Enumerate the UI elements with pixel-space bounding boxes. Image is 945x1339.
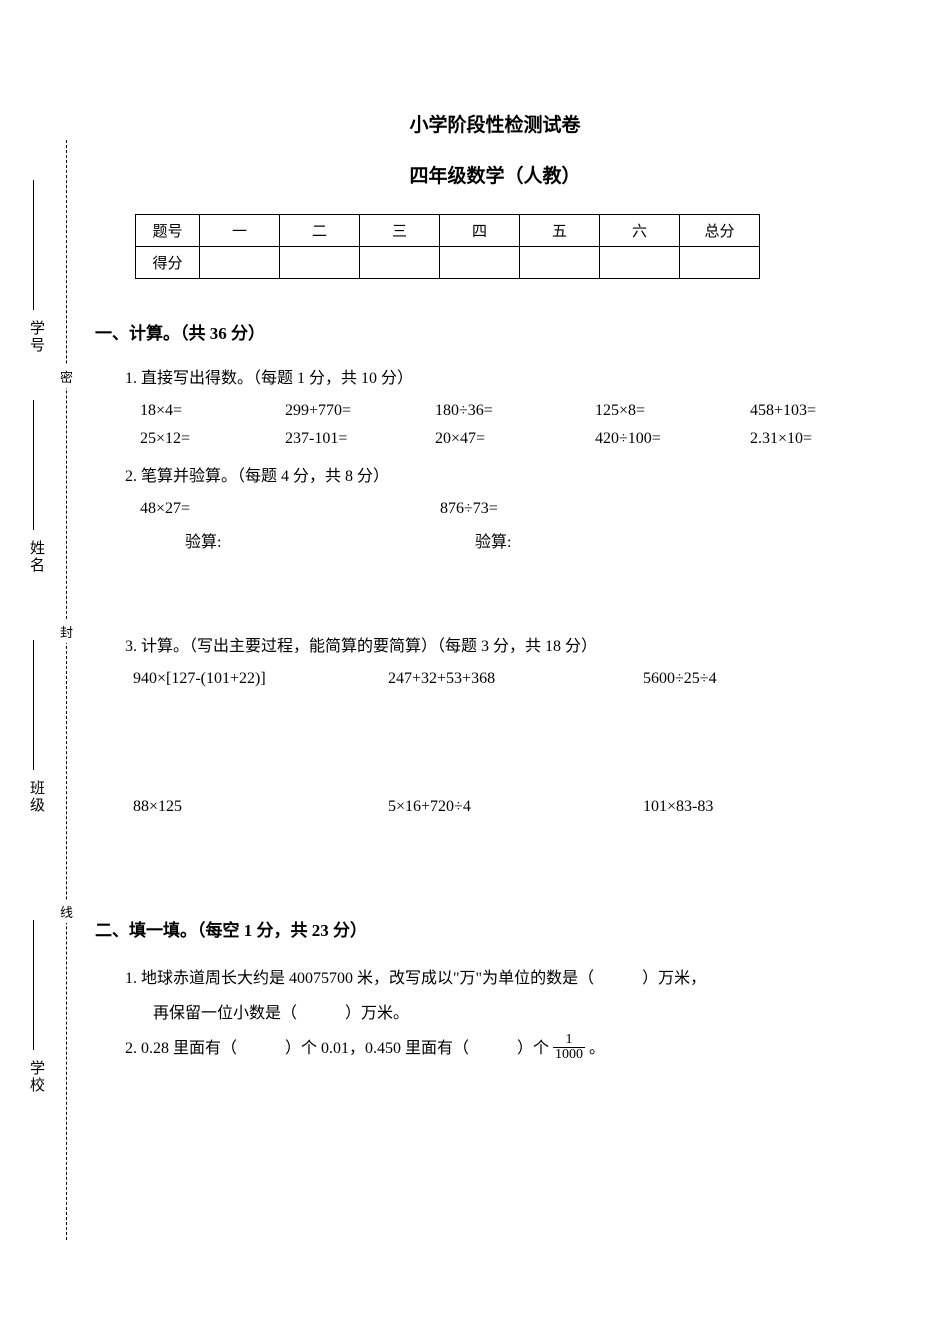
table-cell: 二: [280, 215, 360, 247]
table-cell-blank: [200, 247, 280, 279]
expr: 247+32+53+368: [388, 670, 643, 688]
expr: 88×125: [133, 798, 388, 816]
binding-line-4: [33, 920, 34, 1050]
verify-label: 验算:: [475, 528, 511, 552]
frac-num: 1: [553, 1033, 585, 1048]
table-cell: 题号: [136, 215, 200, 247]
binding-line-2: [33, 400, 34, 530]
fraction: 11000: [553, 1033, 585, 1062]
q2-verify: 验算: 验算:: [185, 528, 875, 552]
table-cell-blank: [440, 247, 520, 279]
expr: 299+770=: [285, 402, 435, 420]
table-cell-blank: [520, 247, 600, 279]
expr: 420÷100=: [595, 430, 750, 448]
table-row: 题号 一 二 三 四 五 六 总分: [136, 215, 760, 247]
q3-row2: 88×125 5×16+720÷4 101×83-83: [133, 798, 875, 816]
verify-label: 验算:: [185, 528, 475, 552]
q3-label: 3. 计算。（写出主要过程，能简算的要简算）（每题 3 分，共 18 分）: [125, 632, 875, 656]
q1-row2: 25×12= 237-101= 20×47= 420÷100= 2.31×10=: [140, 430, 875, 448]
page-subtitle: 四年级数学（人教）: [115, 161, 875, 188]
s2-q1a: 1. 地球赤道周长大约是 40075700 米，改写成以"万"为单位的数是（ ）…: [125, 961, 875, 996]
seal-char-xian: 线: [60, 900, 73, 923]
expr: 125×8=: [595, 402, 750, 420]
binding-label-name: 姓名: [26, 540, 47, 574]
seal-char-feng: 封: [60, 620, 73, 643]
expr: 458+103=: [750, 402, 816, 420]
s2-q2a: 2. 0.28 里面有（ ）个 0.01，0.450 里面有（ ）个: [125, 1040, 553, 1057]
page-content: 小学阶段性检测试卷 四年级数学（人教） 题号 一 二 三 四 五 六 总分 得分…: [115, 110, 875, 1067]
section2-heading: 二、填一填。（每空 1 分，共 23 分）: [95, 916, 875, 941]
s2-q1b: 再保留一位小数是（ ）万米。: [153, 996, 875, 1031]
table-cell: 六: [600, 215, 680, 247]
expr: 101×83-83: [643, 798, 713, 816]
binding-label-student-id: 学号: [26, 320, 47, 354]
table-cell-blank: [680, 247, 760, 279]
table-cell-blank: [360, 247, 440, 279]
table-cell-blank: [600, 247, 680, 279]
expr: 25×12=: [140, 430, 285, 448]
q2-label: 2. 笔算并验算。（每题 4 分，共 8 分）: [125, 462, 875, 486]
table-cell: 得分: [136, 247, 200, 279]
expr: 20×47=: [435, 430, 595, 448]
table-cell-blank: [280, 247, 360, 279]
table-cell: 四: [440, 215, 520, 247]
frac-den: 1000: [553, 1048, 585, 1062]
table-cell: 一: [200, 215, 280, 247]
binding-line-1: [33, 180, 34, 310]
expr: 2.31×10=: [750, 430, 812, 448]
seal-char-mi: 密: [60, 365, 73, 388]
binding-dashed-line: [66, 140, 67, 1240]
s2-q2b: 。: [585, 1040, 605, 1057]
expr: 940×[127-(101+22)]: [133, 670, 388, 688]
section1-heading: 一、计算。（共 36 分）: [95, 319, 875, 344]
work-space: [115, 698, 875, 798]
score-table: 题号 一 二 三 四 五 六 总分 得分: [135, 214, 760, 279]
work-space: [115, 826, 875, 916]
binding-label-class: 班级: [26, 780, 47, 814]
binding-line-3: [33, 640, 34, 770]
expr: 237-101=: [285, 430, 435, 448]
expr: 48×27=: [140, 500, 440, 518]
table-cell: 总分: [680, 215, 760, 247]
binding-label-school: 学校: [26, 1060, 47, 1094]
expr: 5×16+720÷4: [388, 798, 643, 816]
expr: 180÷36=: [435, 402, 595, 420]
table-cell: 三: [360, 215, 440, 247]
q1-row1: 18×4= 299+770= 180÷36= 125×8= 458+103=: [140, 402, 875, 420]
binding-strip: 学号 密 姓名 封 班级 线 学校: [18, 140, 88, 1240]
expr: 876÷73=: [440, 500, 498, 518]
q1-label: 1. 直接写出得数。（每题 1 分，共 10 分）: [125, 364, 875, 388]
table-cell: 五: [520, 215, 600, 247]
s2-q2: 2. 0.28 里面有（ ）个 0.01，0.450 里面有（ ）个 11000…: [125, 1031, 875, 1066]
expr: 18×4=: [140, 402, 285, 420]
q3-row1: 940×[127-(101+22)] 247+32+53+368 5600÷25…: [133, 670, 875, 688]
q2-items: 48×27= 876÷73=: [140, 500, 875, 518]
table-row: 得分: [136, 247, 760, 279]
page-title: 小学阶段性检测试卷: [115, 110, 875, 137]
expr: 5600÷25÷4: [643, 670, 717, 688]
